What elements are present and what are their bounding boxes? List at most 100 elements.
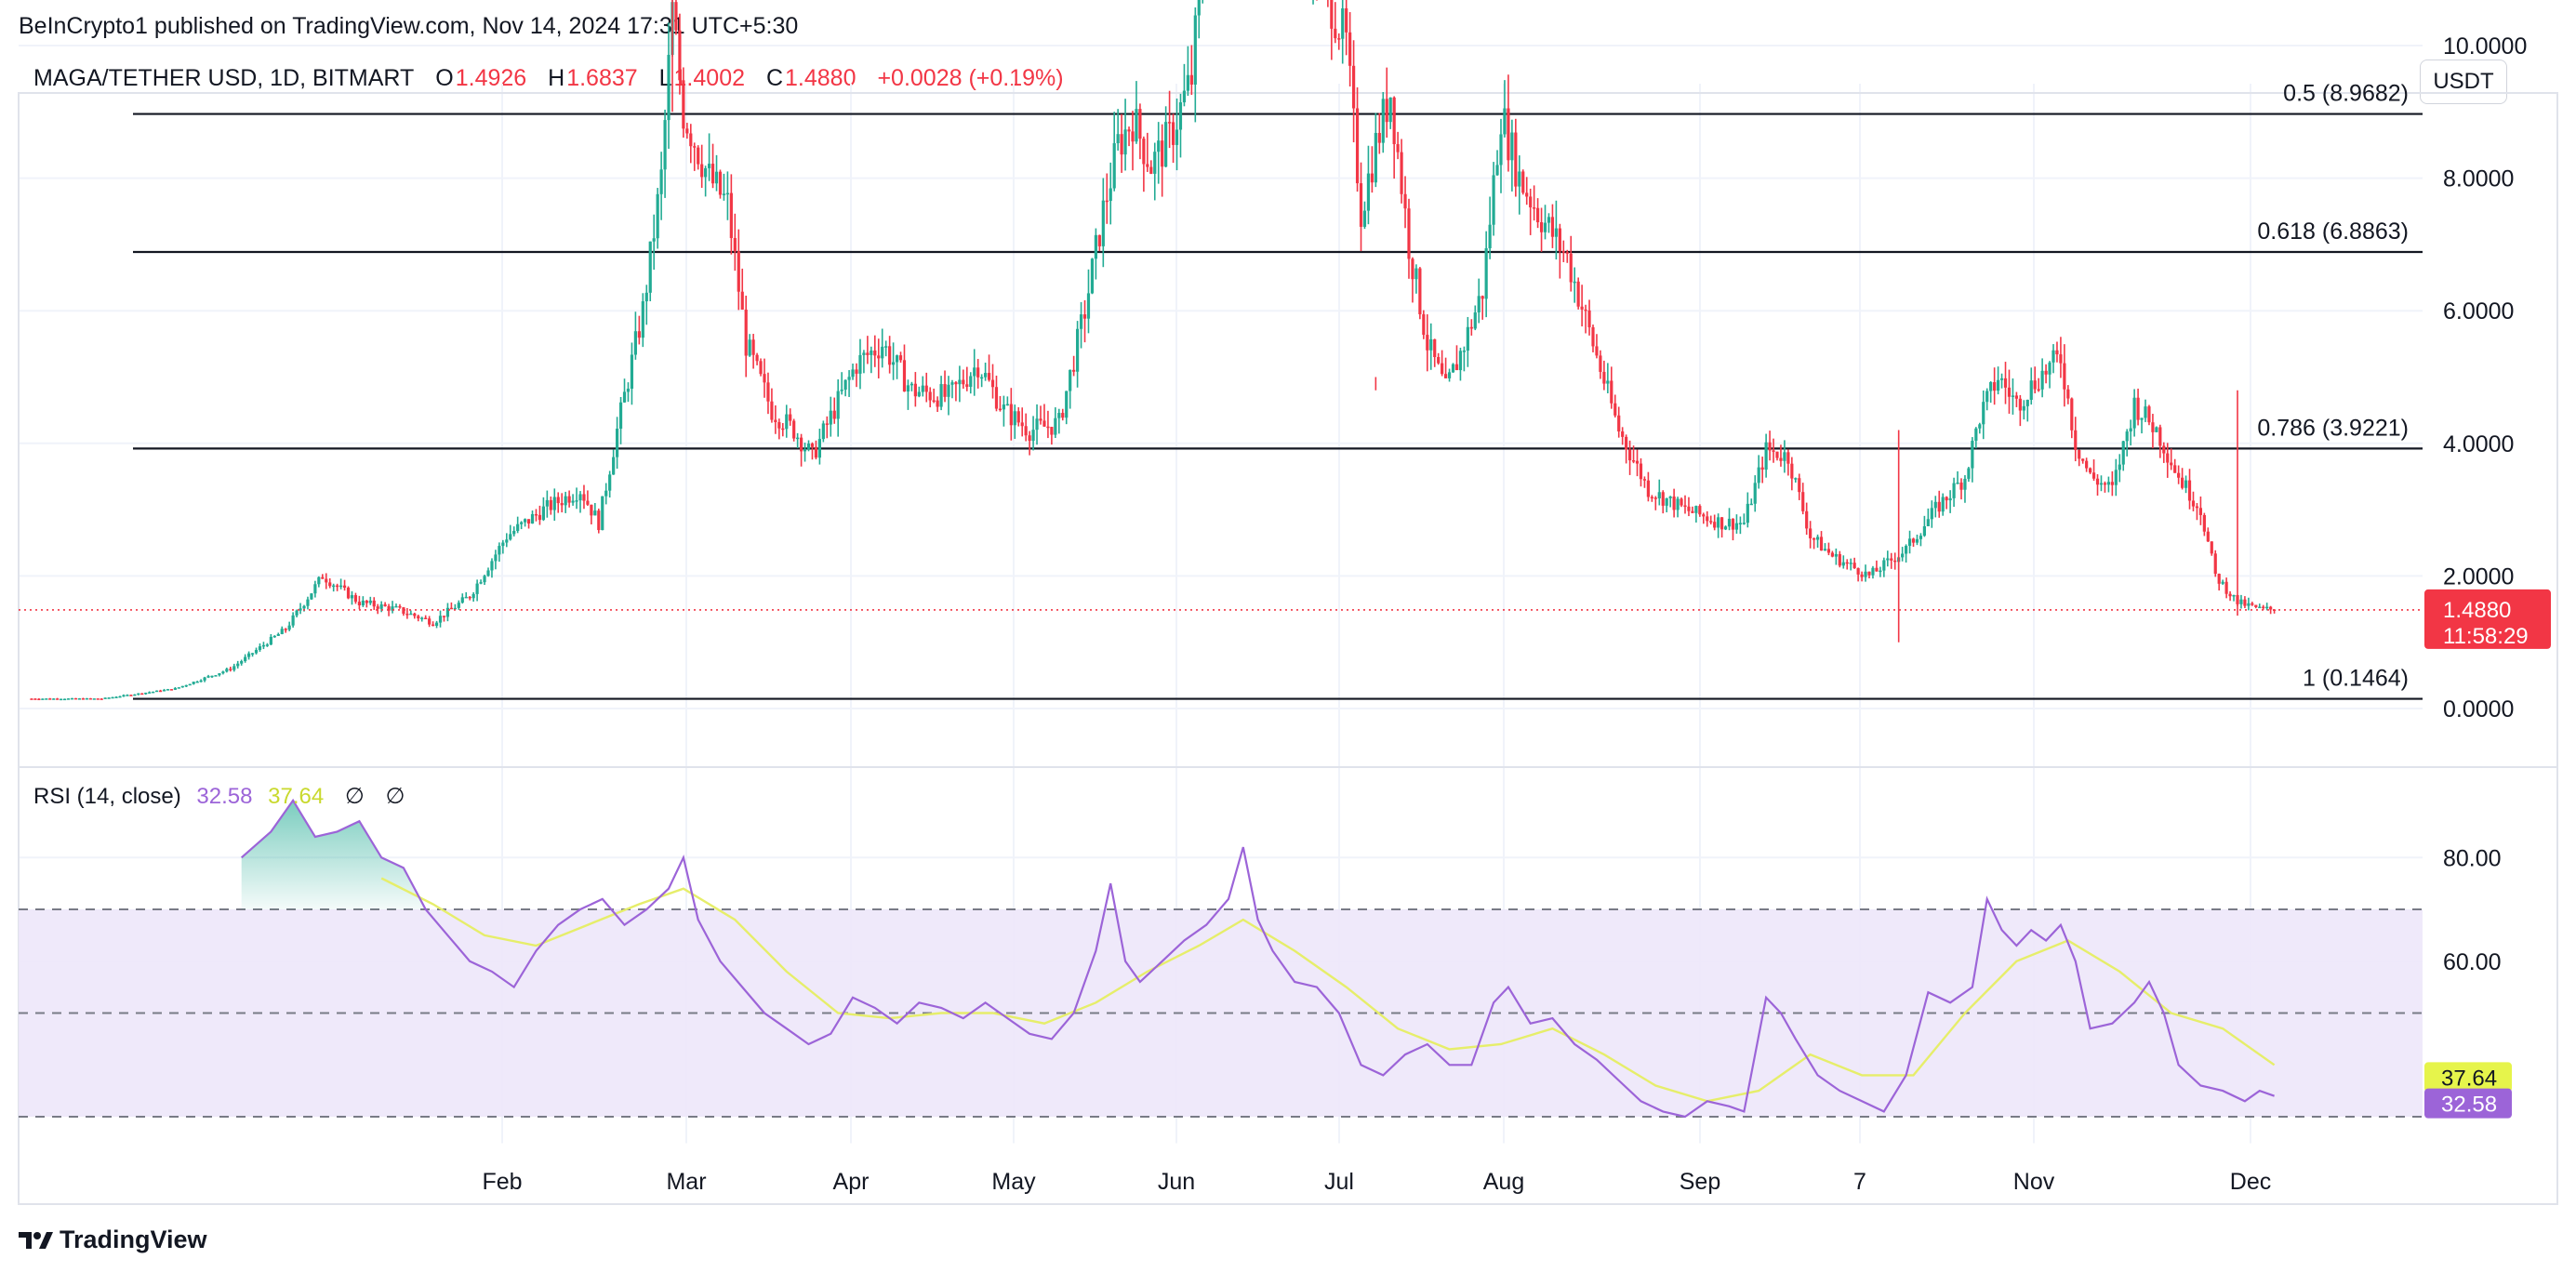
rsi-ma-legend-value: 37.64	[268, 784, 325, 809]
fib-retracement[interactable]: 0 (17.7900)0.236 (13.6261)0.382 (11.0501…	[133, 0, 2423, 700]
candle	[1613, 403, 1617, 416]
candle	[586, 500, 590, 505]
candle	[2048, 362, 2052, 375]
candle	[1131, 131, 1135, 142]
candle	[1610, 380, 1613, 404]
candle	[1097, 234, 1101, 246]
candle	[1146, 164, 1149, 167]
candle	[445, 607, 450, 617]
candle	[299, 608, 302, 611]
candle	[612, 457, 616, 475]
candle	[1959, 482, 1963, 490]
candle	[1458, 351, 1463, 371]
candle	[1727, 518, 1732, 527]
candle	[2095, 478, 2100, 485]
candle	[552, 497, 556, 510]
candle	[158, 690, 163, 693]
candle	[1856, 568, 1860, 575]
candle	[590, 504, 593, 516]
candle	[803, 448, 807, 452]
candle	[424, 617, 428, 619]
candle	[1020, 422, 1024, 427]
open-label: O	[435, 65, 454, 91]
candle	[832, 410, 836, 419]
candle	[192, 682, 195, 684]
currency-button[interactable]: USDT	[2420, 60, 2507, 104]
candle	[490, 561, 494, 571]
candle	[567, 496, 571, 503]
tradingview-brand[interactable]: TradingView	[19, 1226, 207, 1254]
candle	[1116, 134, 1120, 144]
candle	[1617, 415, 1621, 431]
candle	[1680, 498, 1683, 506]
candle	[1999, 378, 2004, 380]
candle	[2210, 541, 2213, 554]
candle	[1798, 478, 1801, 493]
candle	[560, 503, 564, 506]
candle	[1635, 460, 1640, 464]
candle	[2269, 606, 2273, 610]
candle	[177, 687, 180, 689]
candle	[498, 546, 501, 555]
candle	[693, 146, 697, 148]
candle	[785, 414, 789, 430]
candle	[2184, 480, 2188, 488]
candle	[1963, 478, 1967, 490]
candle	[236, 663, 240, 667]
candle	[1849, 563, 1852, 564]
last-price-box	[2424, 589, 2551, 649]
candle	[310, 593, 313, 600]
high-value: 1.6837	[566, 65, 638, 91]
candle	[516, 523, 520, 531]
candle	[1193, 15, 1197, 85]
candle	[2173, 465, 2177, 473]
candle	[1930, 508, 1933, 520]
time-axis[interactable]: Feb Mar Apr May Jun Jul Aug Sep 7 Nov Dec	[482, 1169, 2271, 1195]
candle	[342, 585, 347, 589]
candle	[2059, 354, 2063, 364]
fib-level-label: 0.618 (6.8863)	[2257, 219, 2409, 245]
price-axis-label: 0.0000	[2443, 696, 2514, 722]
candle	[990, 379, 995, 388]
candle	[855, 369, 858, 374]
countdown-value: 11:58:29	[2443, 624, 2529, 649]
price-axis-label: 4.0000	[2443, 431, 2514, 457]
candle	[1112, 143, 1116, 189]
candle	[332, 585, 336, 588]
candle	[1871, 567, 1875, 576]
candle	[1775, 451, 1779, 458]
rsi-axis[interactable]: 60.00 80.00	[2443, 845, 2502, 975]
candle	[100, 698, 103, 700]
candle	[2147, 406, 2151, 423]
candle	[520, 522, 524, 524]
candle	[512, 530, 516, 535]
symbol-name[interactable]: MAGA/TETHER USD, 1D, BITMART	[33, 65, 415, 91]
candle	[1065, 391, 1069, 418]
candle	[85, 697, 88, 700]
candle	[774, 419, 777, 423]
candle	[898, 355, 903, 361]
candle	[1879, 570, 1882, 573]
candle	[468, 596, 471, 599]
candle	[2151, 422, 2155, 432]
candle	[494, 554, 498, 562]
candle	[56, 698, 60, 700]
candle	[1539, 222, 1544, 232]
candle	[1573, 281, 1576, 284]
candle	[549, 499, 552, 510]
candle	[2144, 406, 2147, 418]
candle	[206, 676, 210, 678]
candle	[888, 346, 892, 365]
candle	[1135, 109, 1138, 142]
rsi-title[interactable]: RSI (14, close)	[33, 784, 181, 809]
price-axis[interactable]: 0.00002.00004.00006.00008.000010.000012.…	[2443, 0, 2527, 722]
candle	[881, 346, 884, 359]
candle	[2262, 606, 2265, 609]
candle	[486, 570, 490, 576]
candle	[618, 402, 623, 430]
candle	[781, 428, 785, 431]
candle	[2099, 483, 2104, 485]
candle	[1345, 7, 1348, 33]
candle	[1473, 312, 1477, 329]
